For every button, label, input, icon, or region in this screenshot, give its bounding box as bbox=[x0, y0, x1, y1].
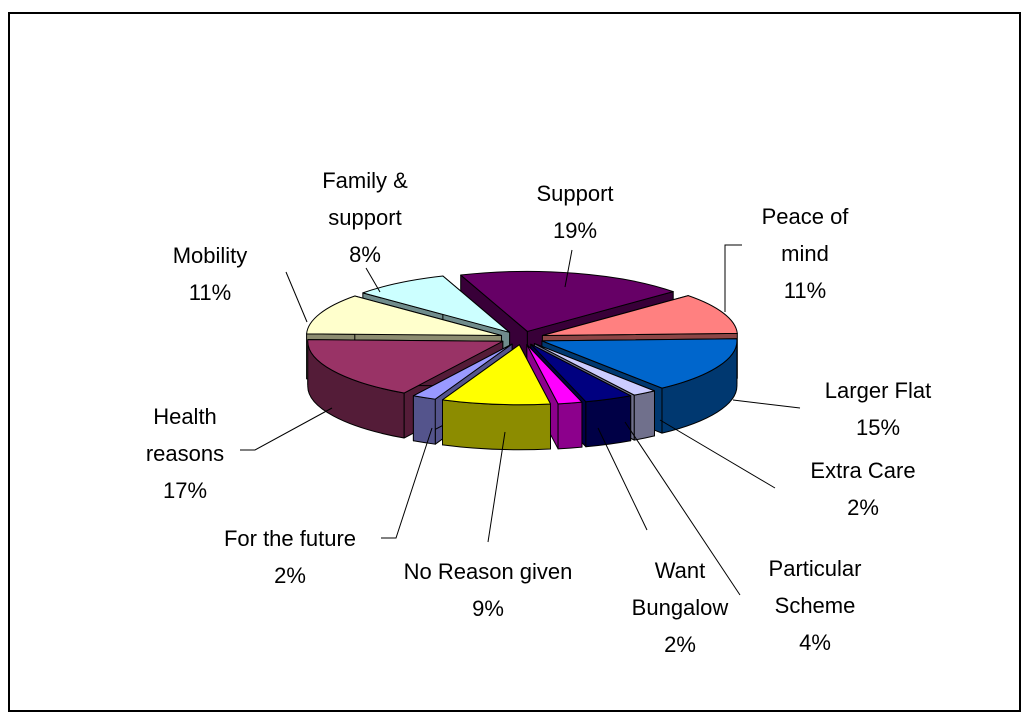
slice-top bbox=[442, 344, 551, 406]
data-label: No Reason given 9% bbox=[403, 553, 573, 627]
value-label: 15% bbox=[855, 415, 901, 440]
leader-line bbox=[564, 249, 573, 288]
data-label: Support 19% bbox=[475, 175, 675, 249]
data-label: Want Bungalow 2% bbox=[620, 552, 740, 663]
data-label: Health reasons 17% bbox=[130, 398, 240, 509]
leader-line bbox=[624, 421, 741, 596]
leader-line bbox=[381, 427, 433, 539]
data-label: Extra Care 2% bbox=[763, 452, 963, 526]
category-label: For the future bbox=[223, 526, 357, 551]
category-label: Larger Flat bbox=[824, 378, 932, 403]
category-label: Peace of mind bbox=[761, 204, 849, 266]
data-label: Mobility 11% bbox=[135, 237, 285, 311]
value-label: 2% bbox=[847, 495, 879, 520]
leader-line bbox=[724, 244, 742, 312]
category-label: Want Bungalow bbox=[631, 558, 729, 620]
leader-line bbox=[487, 431, 506, 543]
slice-top bbox=[533, 343, 655, 396]
category-label: Health reasons bbox=[145, 404, 225, 466]
slice-top bbox=[526, 344, 583, 405]
slice-top bbox=[306, 295, 503, 337]
leader-line bbox=[240, 407, 333, 451]
value-label: 2% bbox=[664, 632, 696, 657]
slice-top bbox=[460, 270, 674, 332]
slice-top bbox=[307, 339, 504, 394]
data-label: Family & support 8% bbox=[305, 162, 425, 273]
data-label: For the future 2% bbox=[180, 520, 400, 594]
leader-line bbox=[597, 427, 648, 531]
leader-line bbox=[365, 267, 381, 293]
value-label: 17% bbox=[162, 478, 208, 503]
leader-line bbox=[732, 399, 801, 409]
category-label: Mobility bbox=[172, 243, 248, 268]
slice-top bbox=[530, 343, 632, 403]
value-label: 8% bbox=[349, 242, 381, 267]
data-label: Particular Scheme 4% bbox=[750, 550, 880, 661]
slice-wall bbox=[442, 399, 551, 451]
slice-top bbox=[541, 338, 738, 389]
category-label: Family & support bbox=[322, 168, 408, 230]
value-label: 11% bbox=[188, 280, 232, 305]
slice-top bbox=[541, 295, 738, 336]
slice-wall bbox=[557, 401, 583, 450]
leader-line bbox=[285, 271, 308, 323]
slice-top bbox=[362, 275, 511, 333]
slice-wall bbox=[412, 395, 436, 445]
data-label: Larger Flat 15% bbox=[778, 372, 978, 446]
value-label: 4% bbox=[799, 630, 831, 655]
slice-wall bbox=[633, 390, 655, 441]
value-label: 11% bbox=[783, 278, 827, 303]
data-label: Peace of mind 11% bbox=[740, 198, 870, 309]
category-label: Support bbox=[536, 181, 614, 206]
category-label: Particular Scheme bbox=[768, 556, 862, 618]
leader-line bbox=[659, 419, 776, 489]
value-label: 2% bbox=[274, 563, 306, 588]
slice-top bbox=[412, 343, 513, 400]
value-label: 9% bbox=[472, 596, 504, 621]
slice-wall bbox=[585, 395, 632, 448]
category-label: No Reason given bbox=[403, 559, 573, 584]
value-label: 19% bbox=[552, 218, 598, 243]
pie-slice bbox=[442, 344, 551, 451]
category-label: Extra Care bbox=[810, 458, 916, 483]
